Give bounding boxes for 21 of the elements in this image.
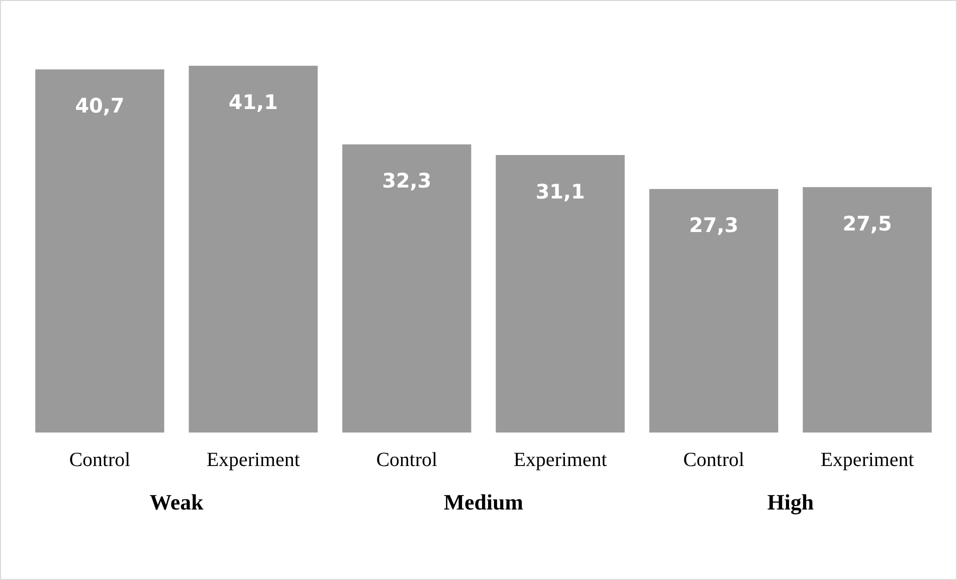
- data-label: 27,5: [842, 211, 892, 236]
- bar: [496, 155, 625, 433]
- series-label: Control: [69, 448, 131, 471]
- bar: [342, 144, 472, 433]
- text: Control: [683, 448, 744, 471]
- data-label: 41,1: [228, 90, 278, 114]
- bar: [649, 188, 778, 433]
- text: Experiment: [514, 448, 607, 471]
- text: Experiment: [820, 448, 914, 471]
- data-label: 32,3: [382, 168, 432, 193]
- data-label: 40,7: [75, 94, 124, 118]
- x-tick-label: High: [767, 489, 814, 514]
- text: Control: [376, 448, 438, 471]
- bar: [35, 69, 164, 433]
- bar: [188, 66, 318, 433]
- bar: [802, 187, 932, 433]
- x-tick-label: Weak: [150, 489, 204, 514]
- x-tick-label: Medium: [444, 489, 524, 514]
- series-label: Experiment: [206, 448, 300, 471]
- data-label: 27,3: [689, 213, 738, 238]
- data-label: 31,1: [536, 179, 585, 204]
